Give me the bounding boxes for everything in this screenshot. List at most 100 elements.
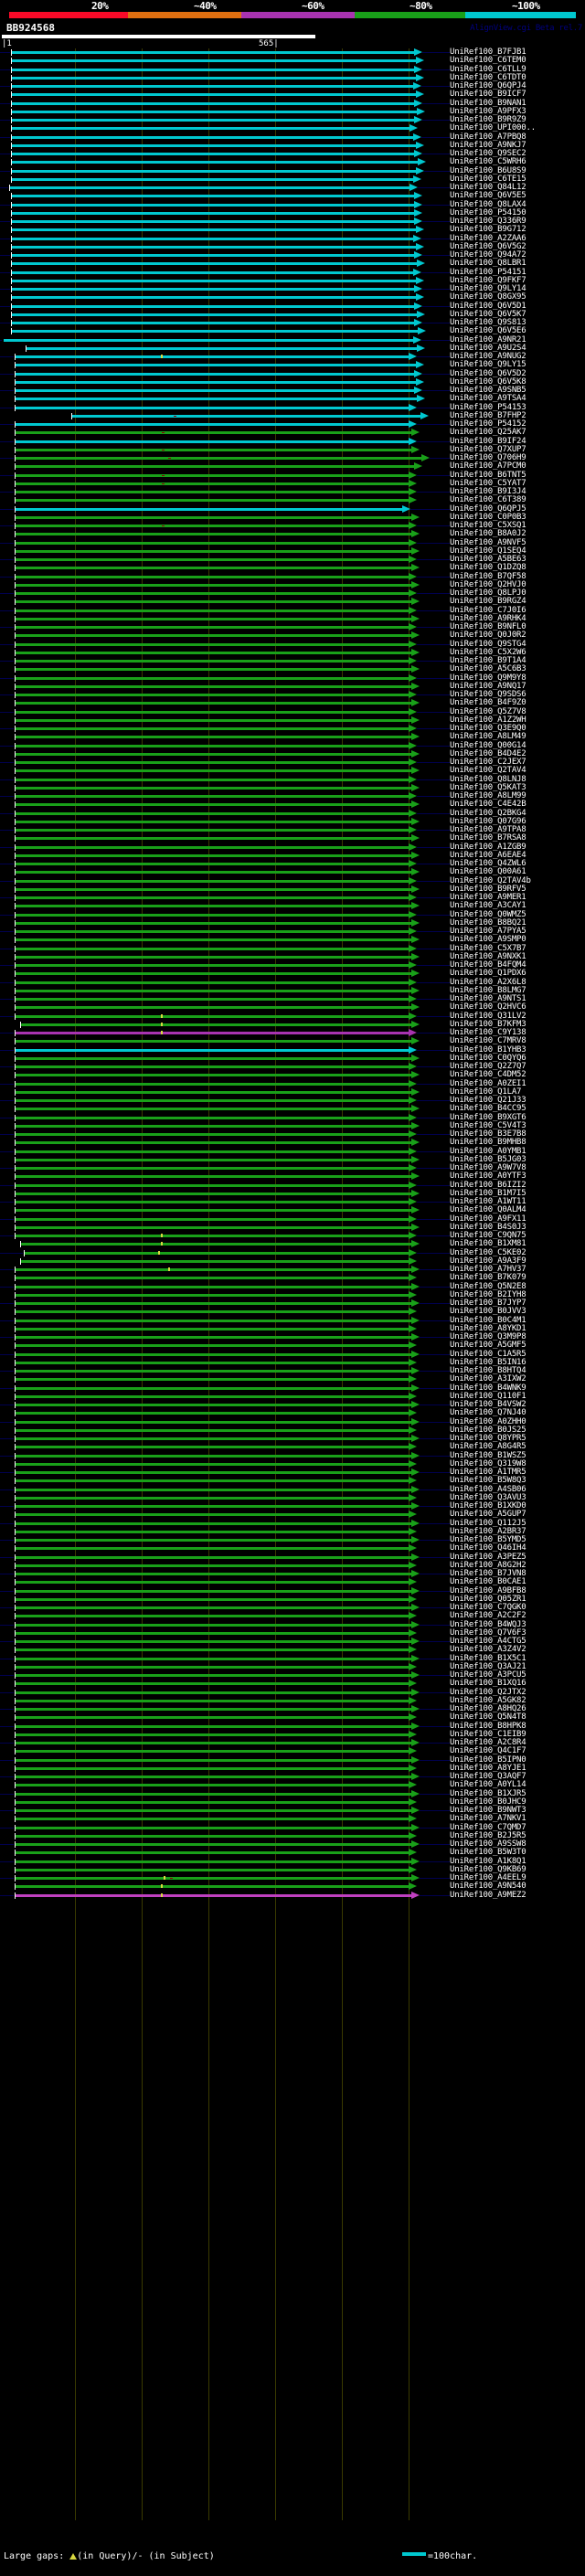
alignment-row[interactable]: UniRef100_Q6V5D1 <box>0 302 585 311</box>
alignment-row[interactable]: UniRef100_Q8LPJ0 <box>0 588 585 598</box>
hsp-bar[interactable] <box>16 1716 409 1720</box>
hit-id-label[interactable]: UniRef100_B6TNT5 <box>450 470 526 480</box>
hsp-bar[interactable] <box>16 1733 409 1736</box>
alignment-row[interactable]: UniRef100_B0JVV3 <box>0 1307 585 1316</box>
hit-id-label[interactable]: UniRef100_C4E42B <box>450 800 526 810</box>
hit-id-label[interactable]: UniRef100_Q2HVC6 <box>450 1002 526 1012</box>
hsp-bar[interactable] <box>12 279 416 282</box>
hit-id-label[interactable]: UniRef100_P54153 <box>450 402 526 412</box>
alignment-row[interactable]: UniRef100_Q3E9Q0 <box>0 724 585 733</box>
hsp-bar[interactable] <box>16 853 411 857</box>
hsp-bar[interactable] <box>16 905 411 908</box>
hsp-bar[interactable] <box>16 1674 411 1677</box>
alignment-row[interactable]: UniRef100_B4WNK9 <box>0 1383 585 1393</box>
alignment-row[interactable]: UniRef100_A5C6B3 <box>0 664 585 674</box>
hsp-bar[interactable] <box>16 998 409 1001</box>
hit-id-label[interactable]: UniRef100_A2X6L8 <box>450 977 526 987</box>
alignment-row[interactable]: UniRef100_A8LM49 <box>0 732 585 741</box>
hit-id-label[interactable]: UniRef100_C5YAT7 <box>450 478 526 488</box>
hsp-bar[interactable] <box>16 1014 409 1018</box>
hsp-bar[interactable] <box>16 820 411 823</box>
hsp-bar[interactable] <box>16 1589 411 1593</box>
alignment-row[interactable]: UniRef100_A2BR37 <box>0 1527 585 1536</box>
alignment-row[interactable]: UniRef100_A8G4R5 <box>0 1442 585 1451</box>
alignment-row[interactable]: UniRef100_B6U8S9 <box>0 166 585 175</box>
hsp-bar[interactable] <box>12 220 414 223</box>
hsp-bar[interactable] <box>16 1462 409 1466</box>
hit-id-label[interactable]: UniRef100_Q3AQF7 <box>450 1772 526 1781</box>
alignment-row[interactable]: UniRef100_B5JG03 <box>0 1155 585 1164</box>
hsp-bar[interactable] <box>16 1277 409 1280</box>
alignment-row[interactable]: UniRef100_A2ZAA6 <box>0 234 585 243</box>
alignment-row[interactable]: UniRef100_A2C8R4 <box>0 1738 585 1747</box>
hsp-bar[interactable] <box>16 921 411 925</box>
hsp-bar[interactable] <box>16 1800 409 1804</box>
hit-id-label[interactable]: UniRef100_Q3E9Q0 <box>450 724 526 733</box>
hit-id-label[interactable]: UniRef100_C2JEX7 <box>450 758 526 767</box>
hsp-bar[interactable] <box>16 398 417 401</box>
hit-id-label[interactable]: UniRef100_Q8LNJ8 <box>450 774 526 784</box>
alignment-row[interactable]: UniRef100_C7QGK0 <box>0 1603 585 1612</box>
hit-id-label[interactable]: UniRef100_B7FHP2 <box>450 410 526 420</box>
hsp-bar[interactable] <box>16 1124 411 1128</box>
alignment-row[interactable]: UniRef100_A8HQ26 <box>0 1704 585 1713</box>
hsp-bar[interactable] <box>16 1327 409 1330</box>
hit-id-label[interactable]: UniRef100_A1K8Q1 <box>450 1856 526 1866</box>
alignment-row[interactable]: UniRef100_A0ZHH0 <box>0 1417 585 1426</box>
alignment-row[interactable]: UniRef100_A9SNB5 <box>0 386 585 395</box>
hsp-bar[interactable] <box>16 609 409 612</box>
hsp-bar[interactable] <box>16 1293 409 1297</box>
alignment-row[interactable]: UniRef100_Q3AVU3 <box>0 1493 585 1502</box>
hit-id-label[interactable]: UniRef100_A2C8R4 <box>450 1738 526 1747</box>
alignment-row[interactable]: UniRef100_B1M7I5 <box>0 1188 585 1198</box>
hsp-bar[interactable] <box>12 237 413 240</box>
hsp-bar[interactable] <box>12 119 414 122</box>
alignment-row[interactable]: UniRef100_Q7V6F3 <box>0 1628 585 1638</box>
hit-id-label[interactable]: UniRef100_A0YL14 <box>450 1780 526 1790</box>
hit-id-label[interactable]: UniRef100_A9W7V8 <box>450 1163 526 1172</box>
hit-id-label[interactable]: UniRef100_A0ZEI1 <box>450 1078 526 1088</box>
hit-id-label[interactable]: UniRef100_B4CC95 <box>450 1104 526 1114</box>
hit-id-label[interactable]: UniRef100_C5V4T3 <box>450 1120 526 1130</box>
alignment-row[interactable]: UniRef100_B3E7B8 <box>0 1129 585 1139</box>
hsp-bar[interactable] <box>12 228 416 232</box>
hit-id-label[interactable]: UniRef100_A8HQ26 <box>450 1704 526 1713</box>
alignment-row[interactable]: UniRef100_B0CAE1 <box>0 1577 585 1586</box>
hsp-bar[interactable] <box>16 406 409 409</box>
alignment-row[interactable]: UniRef100_C5X7B7 <box>0 944 585 953</box>
alignment-row[interactable]: UniRef100_A9NKJ7 <box>0 141 585 150</box>
alignment-row[interactable]: UniRef100_Q4C1F7 <box>0 1746 585 1755</box>
hsp-bar[interactable] <box>16 499 409 503</box>
hit-id-label[interactable]: UniRef100_Q8LPJ0 <box>450 588 526 598</box>
alignment-row[interactable]: UniRef100_A9FX11 <box>0 1214 585 1224</box>
hit-id-label[interactable]: UniRef100_A1TMR5 <box>450 1468 526 1477</box>
alignment-row[interactable]: UniRef100_A7NKV1 <box>0 1814 585 1823</box>
alignment-row[interactable]: UniRef100_A9MER1 <box>0 893 585 902</box>
hit-id-label[interactable]: UniRef100_Q21J33 <box>450 1096 526 1105</box>
hit-id-label[interactable]: UniRef100_B1M7I5 <box>450 1188 526 1198</box>
hit-id-label[interactable]: UniRef100_A9NUG2 <box>450 352 526 361</box>
hit-id-label[interactable]: UniRef100_A5C6B3 <box>450 664 526 674</box>
hit-id-label[interactable]: UniRef100_A3IXW2 <box>450 1374 526 1384</box>
hsp-bar[interactable] <box>16 473 409 477</box>
hit-id-label[interactable]: UniRef100_Q110F1 <box>450 1391 526 1401</box>
alignment-row[interactable]: UniRef100_Q3M9P8 <box>0 1332 585 1341</box>
hsp-bar[interactable] <box>16 736 411 739</box>
hsp-bar[interactable] <box>16 744 409 747</box>
hit-id-label[interactable]: UniRef100_A3PCU5 <box>450 1670 526 1680</box>
hit-id-label[interactable]: UniRef100_Q5N4T8 <box>450 1712 526 1723</box>
hit-id-label[interactable]: UniRef100_C5XSQ1 <box>450 521 526 530</box>
hit-id-label[interactable]: UniRef100_A9SMP0 <box>450 935 526 945</box>
hsp-bar[interactable] <box>16 668 411 672</box>
hsp-bar[interactable] <box>16 964 409 967</box>
hit-id-label[interactable]: UniRef100_B5IN16 <box>450 1357 526 1367</box>
alignment-row[interactable]: UniRef100_Q6QPJ5 <box>0 504 585 514</box>
alignment-row[interactable]: UniRef100_B5YMD5 <box>0 1535 585 1544</box>
alignment-row[interactable]: UniRef100_A3Z4V2 <box>0 1645 585 1654</box>
hit-id-label[interactable]: UniRef100_Q706H9 <box>450 453 526 462</box>
alignment-row[interactable]: UniRef100_B2IYH8 <box>0 1290 585 1299</box>
hsp-bar[interactable] <box>16 1488 411 1491</box>
hsp-bar[interactable] <box>16 1108 411 1111</box>
hit-id-label[interactable]: UniRef100_A9SSW8 <box>450 1839 526 1849</box>
alignment-row[interactable]: UniRef100_A7PBQ8 <box>0 133 585 142</box>
